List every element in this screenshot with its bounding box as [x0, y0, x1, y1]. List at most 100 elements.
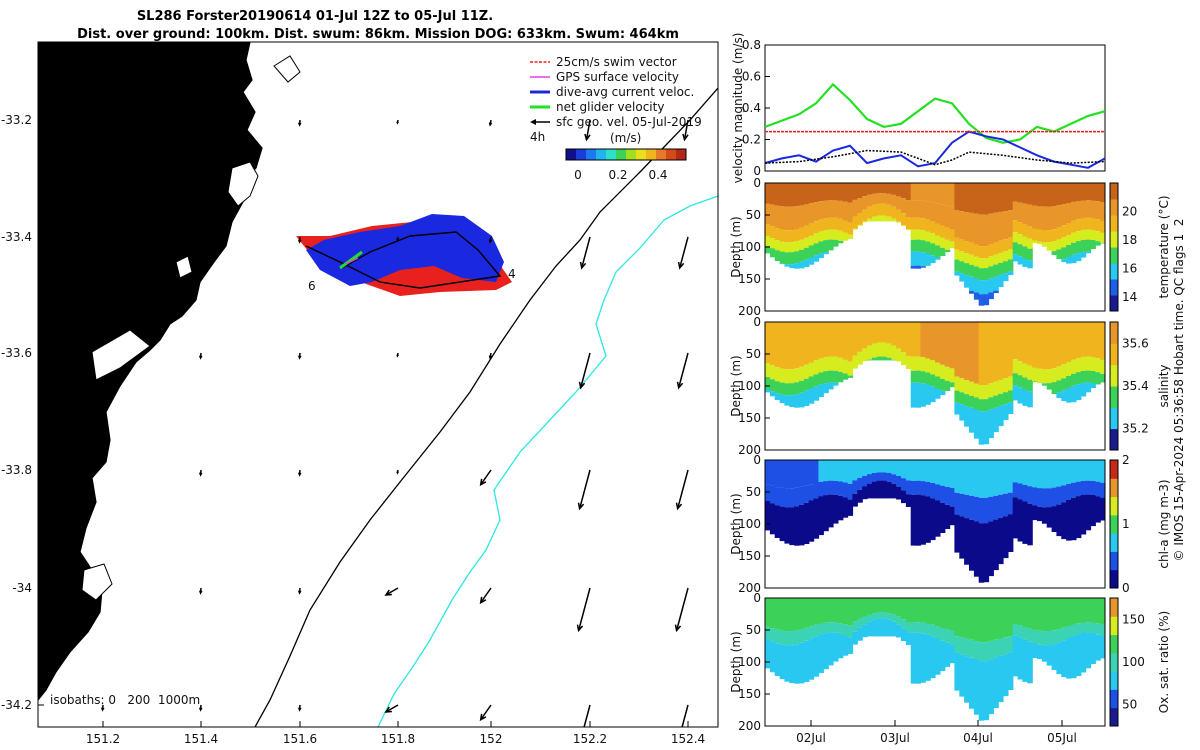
section-cell — [833, 217, 839, 230]
geo-velocity-arrowhead — [674, 624, 682, 633]
section-cell — [1095, 598, 1101, 624]
section-cell — [765, 501, 771, 531]
section-cell — [983, 598, 990, 643]
section-cell — [983, 460, 990, 498]
section-cell — [847, 202, 854, 223]
section-cell — [1085, 480, 1092, 495]
section-cell — [828, 183, 834, 201]
geo-velocity-arrowhead — [297, 590, 302, 595]
section-cell — [983, 385, 990, 400]
cbar-swatch — [1110, 231, 1118, 248]
geo-velocity-arrowhead — [198, 707, 203, 712]
section-cell — [983, 214, 990, 246]
legend-label: dive-avg current veloc. — [556, 85, 694, 99]
depth-ylabel: Depth (m) — [729, 493, 743, 554]
cbar-tick: 35.6 — [1122, 336, 1149, 350]
section-cell — [1003, 239, 1009, 252]
section-temperature: 0 50 100 150 200 Depth (m) 14 16 18 20 temperature… — [729, 176, 1171, 318]
section-cell — [949, 322, 956, 369]
section-cell — [925, 372, 931, 385]
section-cell — [930, 624, 936, 637]
section-cell — [910, 494, 917, 546]
section-cell — [769, 204, 776, 227]
section-cell — [998, 183, 1004, 212]
section-cell — [1071, 598, 1077, 625]
section-cell — [1017, 499, 1024, 542]
cbar-swatch — [1110, 689, 1118, 709]
section-cell — [905, 322, 912, 357]
cbar-frame — [1109, 459, 1119, 589]
section-cell — [1022, 183, 1028, 204]
section-cell — [930, 360, 936, 375]
section-cell — [1080, 632, 1087, 673]
section-cell — [799, 392, 805, 408]
section-cell — [1075, 460, 1082, 482]
section-cell — [1027, 260, 1033, 269]
section-cell — [1017, 183, 1024, 203]
section-cell — [852, 199, 858, 217]
section-cell — [808, 598, 815, 627]
section-cell — [1080, 382, 1087, 397]
section-cell — [862, 322, 868, 349]
depth-tick: 0 — [753, 176, 761, 190]
section-cell — [1071, 373, 1077, 386]
section-cell — [1071, 254, 1077, 264]
section-cell — [857, 322, 863, 352]
section-cell — [857, 351, 863, 365]
section-cell — [774, 487, 781, 506]
section-cell — [808, 460, 815, 485]
cbar-tick: 18 — [1122, 233, 1137, 247]
section-cell — [813, 460, 820, 483]
section-cell — [813, 624, 820, 637]
section-cell — [881, 356, 888, 361]
section-cell — [852, 460, 858, 481]
section-cell — [910, 239, 917, 252]
section-cell — [901, 352, 907, 366]
section-cell — [1075, 496, 1082, 539]
section-cell — [993, 183, 999, 213]
cbar-label: Ox. sat. ratio (%) — [1157, 611, 1171, 713]
section-cell — [1090, 460, 1096, 481]
section-cell — [910, 217, 917, 230]
cbar-swatch — [1110, 428, 1118, 451]
section-cell — [978, 460, 985, 498]
section-cell — [1061, 640, 1067, 678]
section-cell — [769, 391, 776, 397]
section-cell — [794, 251, 800, 264]
section-cell — [1032, 183, 1038, 206]
section-cell — [847, 222, 854, 235]
section-cell — [920, 460, 926, 482]
depth-tick: 200 — [738, 304, 761, 318]
section-cell — [1032, 460, 1038, 488]
section-cell — [847, 234, 854, 239]
section-cell — [784, 507, 790, 544]
section-cell — [935, 362, 941, 377]
section-cell — [1056, 322, 1062, 367]
section-cell — [871, 613, 878, 620]
section-cell — [1037, 229, 1043, 242]
section-cell — [765, 322, 771, 363]
section-cell — [794, 229, 800, 242]
section-cell — [799, 322, 805, 367]
section-cell — [813, 374, 820, 387]
section-cell — [1012, 373, 1019, 386]
section-cell — [803, 183, 810, 205]
section-cell — [1075, 634, 1082, 677]
section-cell — [930, 233, 936, 244]
section-cell — [935, 322, 941, 363]
section-cell — [1080, 598, 1087, 623]
geo-velocity-arrowhead — [576, 624, 584, 633]
section-cell — [794, 644, 800, 684]
section-cell — [876, 356, 883, 361]
cbar-swatch — [1110, 551, 1118, 571]
section-cell — [837, 240, 844, 244]
section-cell — [1080, 370, 1087, 383]
section-cell — [939, 225, 946, 238]
section-cell — [896, 486, 902, 500]
section-cell — [1090, 495, 1096, 527]
section-cell — [939, 502, 946, 533]
section-cell — [1066, 638, 1072, 679]
section-cell — [837, 322, 844, 358]
section-cell — [988, 640, 994, 660]
section-cell — [837, 633, 844, 659]
